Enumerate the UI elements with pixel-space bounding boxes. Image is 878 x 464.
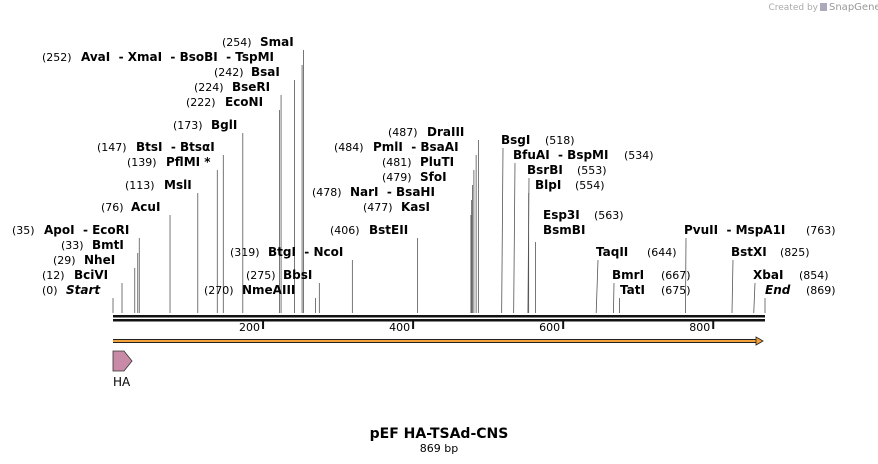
site-position: (484) [334, 141, 364, 154]
site-position: (254) [222, 36, 252, 49]
enzyme-name[interactable]: NmeAIII [242, 283, 295, 297]
feature-label: HA [113, 375, 131, 389]
site-position: (534) [624, 149, 654, 162]
enzyme-name[interactable]: TaqII [596, 245, 628, 259]
site-line [753, 282, 756, 314]
enzyme-name[interactable]: Start [66, 283, 101, 297]
site-position: (763) [806, 224, 836, 237]
site-position: (319) [230, 246, 260, 259]
logo-brand: SnapGene [829, 2, 878, 13]
site-line [501, 147, 504, 314]
enzyme-name[interactable]: DraIII [427, 125, 464, 139]
enzyme-name[interactable]: SmaI [260, 35, 294, 49]
site-position: (518) [545, 134, 575, 147]
site-position: (35) [12, 224, 35, 237]
enzyme-name[interactable]: NarI - BsaHI [350, 185, 435, 199]
enzyme-name[interactable]: BseRI [232, 80, 270, 94]
site-position: (825) [780, 246, 810, 259]
enzyme-name[interactable]: SfoI [420, 170, 447, 184]
site-position: (563) [594, 209, 624, 222]
site-line [731, 259, 734, 314]
site-position: (76) [101, 201, 124, 214]
enzyme-name[interactable]: AcuI [131, 200, 160, 214]
site-position: (173) [173, 119, 203, 132]
enzyme-name[interactable]: BmtI [92, 238, 124, 252]
enzyme-name[interactable]: BsrBI [527, 163, 563, 177]
site-line [613, 282, 615, 314]
enzyme-name[interactable]: BciVI [74, 268, 108, 282]
enzyme-name[interactable]: End [765, 283, 791, 297]
enzyme-name[interactable]: PluTI [420, 155, 454, 169]
site-position: (270) [204, 284, 234, 297]
site-position: (139) [127, 156, 157, 169]
title: pEF HA-TSAd-CNS [370, 426, 509, 442]
site-position: (644) [647, 246, 677, 259]
site-position: (242) [214, 66, 244, 79]
site-line [595, 259, 599, 314]
site-position: (481) [382, 156, 412, 169]
site-position: (406) [330, 224, 360, 237]
site-position: (33) [61, 239, 84, 252]
enzyme-name[interactable]: AvaI - XmaI - BsoBI - TspMI [81, 50, 274, 64]
enzyme-name[interactable]: BmrI [612, 268, 644, 282]
site-position: (12) [42, 269, 65, 282]
enzyme-name[interactable]: BglI [211, 118, 237, 132]
backbone-top [113, 315, 765, 318]
enzyme-name[interactable]: BfuAI - BspMI [513, 148, 608, 162]
ruler-label: 200 [239, 321, 260, 334]
site-position: (487) [388, 126, 418, 139]
site-line [685, 237, 687, 314]
site-position: (477) [363, 201, 393, 214]
site-position: (554) [575, 179, 605, 192]
site-position: (252) [42, 51, 72, 64]
site-position: (478) [312, 186, 342, 199]
site-position: (553) [577, 164, 607, 177]
site-position: (854) [799, 269, 829, 282]
enzyme-name[interactable]: Esp3I [543, 208, 580, 222]
enzyme-name[interactable]: PvuII - MspA1I [684, 223, 785, 237]
enzyme-name[interactable]: NheI [84, 253, 115, 267]
site-position: (147) [97, 141, 127, 154]
site-position: (675) [661, 284, 691, 297]
enzyme-name[interactable]: PflMI * [166, 155, 211, 169]
site-position: (0) [42, 284, 58, 297]
enzyme-name[interactable]: BtgI - NcoI [268, 245, 343, 259]
enzyme-name[interactable]: BstEII [369, 223, 408, 237]
site-position: (869) [806, 284, 836, 297]
ha-feature [112, 350, 133, 372]
enzyme-name[interactable]: ApoI - EcoRI [44, 223, 129, 237]
enzyme-name[interactable]: EcoNI [225, 95, 263, 109]
site-line [513, 162, 516, 314]
backbone-bottom [113, 319, 765, 322]
site-position: (113) [125, 179, 155, 192]
enzyme-name[interactable]: MslI [164, 178, 192, 192]
enzyme-name[interactable]: BsgI [501, 133, 530, 147]
enzyme-name[interactable]: BstXI [731, 245, 767, 259]
site-position: (275) [246, 269, 276, 282]
logo-text: Created by [768, 3, 818, 13]
enzyme-name[interactable]: PmlI - BsaAI [373, 140, 459, 154]
enzyme-name[interactable]: BlpI [535, 178, 561, 192]
enzyme-name[interactable]: BtsI - BtsαI [136, 140, 215, 154]
enzyme-name[interactable]: BbsI [283, 268, 312, 282]
site-position: (224) [194, 81, 224, 94]
subtitle: 869 bp [420, 442, 458, 455]
ruler-label: 600 [539, 321, 560, 334]
feature-arrowhead [755, 336, 764, 346]
ruler-label: 800 [689, 321, 710, 334]
site-position: (222) [186, 96, 216, 109]
enzyme-name[interactable]: TatI [620, 283, 645, 297]
site-position: (479) [382, 171, 412, 184]
enzyme-name[interactable]: KasI [401, 200, 430, 214]
logo-icon [820, 3, 827, 11]
ruler-label: 400 [389, 321, 410, 334]
enzyme-name[interactable]: BsmBI [543, 223, 585, 237]
enzyme-name[interactable]: XbaI [753, 268, 783, 282]
enzyme-name[interactable]: BsaI [251, 65, 280, 79]
site-position: (29) [53, 254, 76, 267]
site-position: (667) [661, 269, 691, 282]
